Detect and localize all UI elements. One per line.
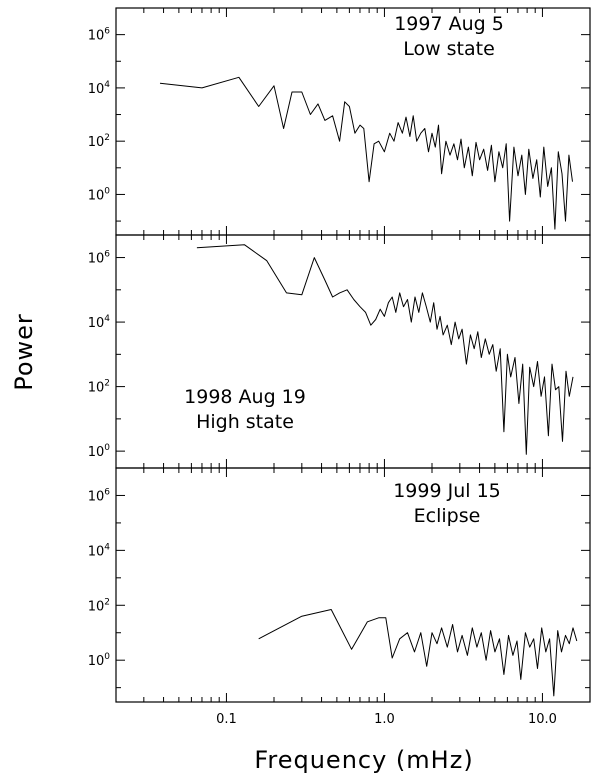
panel-annotation-state: Low state [403,38,495,60]
x-tick-label: 1.0 [374,712,395,727]
y-axis-title: Power [10,313,38,391]
y-tick-label: 106 [88,27,111,44]
panel-annotation-date: 1998 Aug 19 [184,386,306,408]
power-spectrum-line [159,76,573,230]
panel-annotation-state: High state [196,411,294,433]
y-tick-label: 106 [88,487,111,504]
y-tick-label: 104 [88,542,111,559]
y-tick-label: 104 [88,314,111,331]
x-tick-label: 0.1 [216,712,237,727]
panel-annotation-state: Eclipse [414,505,481,527]
y-tick-label: 102 [88,133,110,150]
panel-annotation-date: 1999 Jul 15 [393,480,501,502]
y-tick-label: 100 [88,652,111,669]
y-tick-label: 104 [88,80,111,97]
panel-frame [115,234,591,469]
x-tick-label: 10.0 [528,712,557,727]
y-tick-label: 100 [88,186,111,203]
panel-annotation-date: 1997 Aug 5 [394,13,504,35]
y-tick-label: 102 [88,379,110,396]
power-spectrum-line [196,244,574,455]
panel-2: 100 102 104 106 1998 Aug 19 High state [88,234,591,469]
panel-3: 100 102 104 106 1999 Jul 15 Eclipse [88,467,591,703]
y-tick-label: 102 [88,597,110,614]
y-tick-label: 106 [88,250,111,267]
x-axis-title: Frequency (mHz) [254,746,473,774]
panels-group: 100 102 104 106 1997 Aug 5 Low state 100 102 104… [88,7,591,727]
power-spectrum-line [258,609,578,697]
y-tick-label: 100 [88,443,111,460]
panel-frame [115,467,591,703]
panel-1: 100 102 104 106 1997 Aug 5 Low state [88,7,591,236]
